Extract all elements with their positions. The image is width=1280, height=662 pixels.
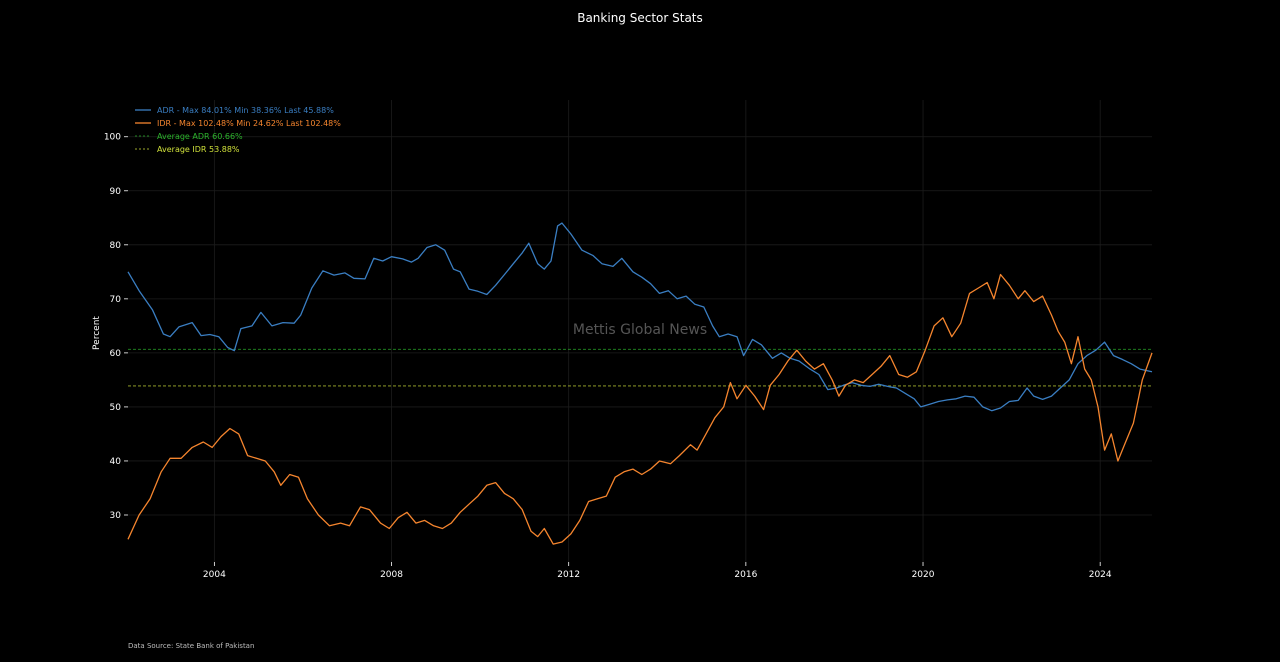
y-tick-label: 30 <box>110 511 122 521</box>
series-lines <box>127 222 1153 545</box>
x-tick-label: 2012 <box>557 570 580 580</box>
x-tick-label: 2024 <box>1089 570 1112 580</box>
watermark: Mettis Global News <box>573 322 707 338</box>
legend-average-idr-label: Average IDR 53.88% <box>157 145 240 154</box>
legend-average-adr-label: Average ADR 60.66% <box>157 132 243 141</box>
y-tick-label: 40 <box>110 457 122 467</box>
legend-adr-label: ADR - Max 84.01% Min 38.36% Last 45.88% <box>157 106 334 115</box>
x-tick-label: 2016 <box>734 570 757 580</box>
data-source-note: Data Source: State Bank of Pakistan <box>128 642 255 650</box>
legend-idr-label: IDR - Max 102.48% Min 24.62% Last 102.48… <box>157 119 341 128</box>
y-tick-label: 100 <box>104 133 121 143</box>
chart-title: Banking Sector Stats <box>577 11 703 25</box>
x-axis-ticks: 2004 2008 2012 2016 2020 2024 <box>203 562 1112 580</box>
legend: ADR - Max 84.01% Min 38.36% Last 45.88% I… <box>135 106 341 154</box>
y-tick-label: 80 <box>110 241 122 251</box>
idr-series-line <box>127 273 1153 545</box>
y-tick-label: 90 <box>110 187 122 197</box>
adr-series-line <box>127 222 1153 412</box>
y-tick-label: 70 <box>110 295 122 305</box>
average-lines <box>128 348 1152 387</box>
y-tick-label: 50 <box>110 403 122 413</box>
y-axis-ticks: 30 40 50 60 70 80 90 100 <box>104 133 128 521</box>
x-tick-label: 2004 <box>203 570 226 580</box>
y-tick-label: 60 <box>110 349 122 359</box>
grid <box>128 100 1152 562</box>
y-axis-label: Percent <box>92 316 102 350</box>
x-tick-label: 2008 <box>380 570 403 580</box>
x-tick-label: 2020 <box>912 570 935 580</box>
